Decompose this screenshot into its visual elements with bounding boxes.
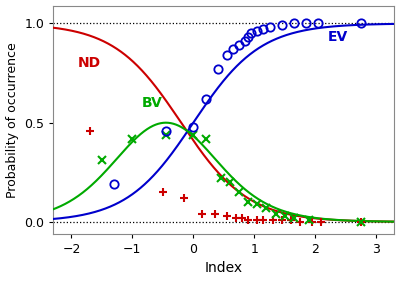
Text: BV: BV [142,96,162,110]
Text: ND: ND [78,56,101,70]
Text: EV: EV [328,30,348,44]
Y-axis label: Probability of occurrence: Probability of occurrence [6,42,18,198]
X-axis label: Index: Index [205,261,243,275]
